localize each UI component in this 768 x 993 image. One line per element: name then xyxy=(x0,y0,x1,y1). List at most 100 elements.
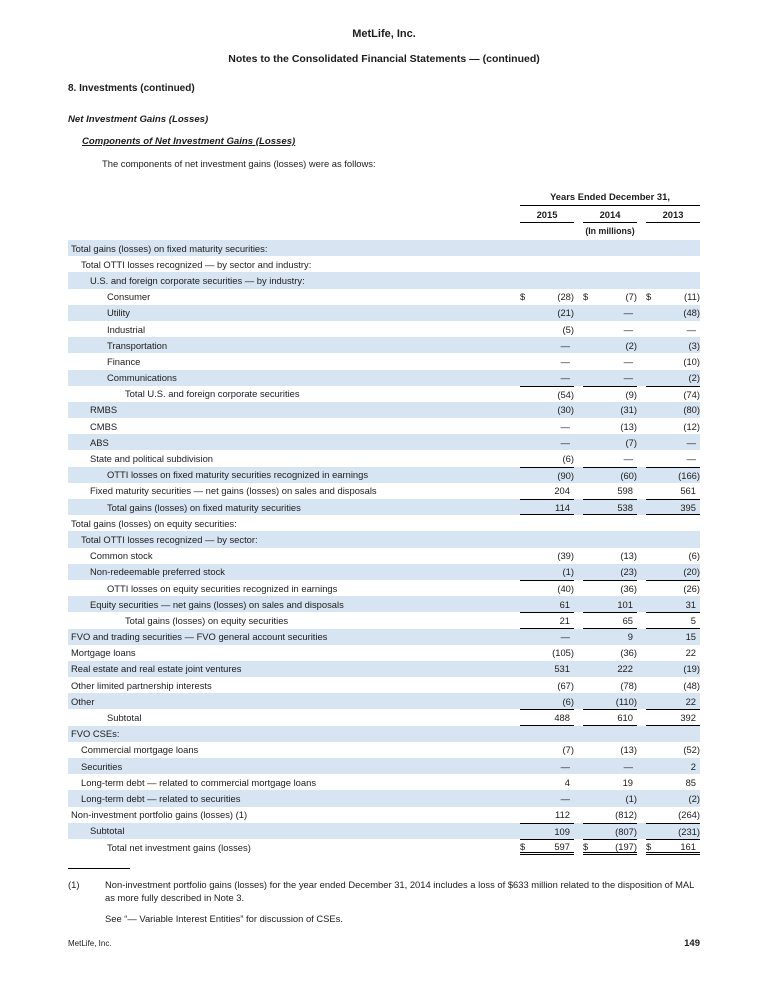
value-cell: (9) xyxy=(583,385,637,402)
table-row: Total net investment gains (losses) $597 $… xyxy=(68,838,700,856)
row-label: Subtotal xyxy=(90,825,125,837)
table-row: Subtotal 488 610 392 xyxy=(68,709,700,726)
value-cell: 561 xyxy=(646,483,700,499)
cell-value: 392 xyxy=(680,712,696,724)
cell-value: (31) xyxy=(620,404,637,416)
table-row: Total gains (losses) on fixed maturity s… xyxy=(68,240,700,257)
row-label: Long-term debt — related to securities xyxy=(81,792,241,804)
row-label: Real estate and real estate joint ventur… xyxy=(71,663,242,675)
value-cell: (74) xyxy=(646,385,700,402)
value-cell: 101 xyxy=(583,596,637,612)
value-cell: 610 xyxy=(583,709,637,726)
cell-value: (78) xyxy=(620,679,637,691)
components-heading: Components of Net Investment Gains (Loss… xyxy=(82,136,296,147)
currency-symbol: $ xyxy=(646,840,652,852)
footnote-marker: (1) xyxy=(68,879,80,891)
cell-value: (48) xyxy=(683,679,700,691)
value-cell: (2) xyxy=(583,337,637,353)
value-cell: (23) xyxy=(583,564,637,580)
table-row: Consumer $ (28) $ (7) $ (11) xyxy=(68,289,700,305)
value-cell: $ (11) xyxy=(646,289,700,305)
value-cell xyxy=(646,515,700,531)
value-cell xyxy=(583,726,637,742)
cell-value: (197) xyxy=(615,840,637,852)
cell-value: (40) xyxy=(557,583,574,595)
cell-value: (13) xyxy=(620,744,637,756)
row-label: Non-redeemable preferred stock xyxy=(90,566,225,578)
cell-value: 31 xyxy=(685,598,696,610)
value-cell: 65 xyxy=(583,612,637,629)
cell-value: (26) xyxy=(683,583,700,595)
table-row: RMBS (30) (31) (80) xyxy=(68,401,700,419)
row-label: Securities xyxy=(81,760,123,772)
row-label: Finance xyxy=(107,355,141,367)
cell-value: 85 xyxy=(685,776,696,788)
value-cell: (5) xyxy=(520,321,574,337)
cell-value: — xyxy=(560,436,570,448)
value-cell xyxy=(583,240,637,256)
cell-value: (6) xyxy=(562,453,574,465)
cell-value: (6) xyxy=(688,550,700,562)
cell-value: (80) xyxy=(683,404,700,416)
cell-value: (74) xyxy=(683,388,700,400)
cell-value: — xyxy=(686,436,696,448)
table-row: Total OTTI losses recognized — by sector… xyxy=(68,256,700,272)
cell-value: (2) xyxy=(688,792,700,804)
row-label: Transportation xyxy=(107,339,168,351)
cell-value: (20) xyxy=(683,566,700,578)
value-cell: 19 xyxy=(583,774,637,790)
row-label: Consumer xyxy=(107,291,151,303)
cell-value: 597 xyxy=(554,840,570,852)
value-cell: (39) xyxy=(520,548,574,564)
cell-value: (13) xyxy=(620,420,637,432)
value-cell: (13) xyxy=(583,742,637,758)
table-header-columns: Years Ended December 31, 2015 2014 2013 … xyxy=(520,191,700,236)
row-label: U.S. and foreign corporate securities — … xyxy=(90,274,305,286)
row-label: CMBS xyxy=(90,420,118,432)
table-row: CMBS — (13) (12) xyxy=(68,418,700,434)
see-variable-interest-entities-note: See “— Variable Interest Entities” for d… xyxy=(105,913,343,925)
row-label: Equity securities — net gains (losses) o… xyxy=(90,598,344,610)
cell-value: 114 xyxy=(555,501,570,513)
cell-value: 161 xyxy=(680,840,696,852)
cell-value: (10) xyxy=(683,355,700,367)
table-row: Real estate and real estate joint ventur… xyxy=(68,660,700,678)
table-row: OTTI losses on equity securities recogni… xyxy=(68,579,700,596)
cell-value: (13) xyxy=(620,550,637,562)
value-cell: — xyxy=(520,790,574,806)
cell-value: (39) xyxy=(557,550,574,562)
value-cell: (60) xyxy=(583,466,637,483)
value-cell: — xyxy=(646,321,700,337)
table-row: Total gains (losses) on fixed maturity s… xyxy=(68,499,700,516)
value-cell: (67) xyxy=(520,677,574,693)
cell-value: (28) xyxy=(557,291,574,303)
value-cell: — xyxy=(583,370,637,386)
cell-value: (67) xyxy=(557,679,574,691)
value-cell: 204 xyxy=(520,483,574,499)
value-cell: $ (7) xyxy=(583,289,637,305)
value-cell: $ (28) xyxy=(520,289,574,305)
table-row: State and political subdivision (6) — — xyxy=(68,450,700,466)
table-row: U.S. and foreign corporate securities — … xyxy=(68,272,700,289)
value-cell xyxy=(520,515,574,531)
cell-value: — xyxy=(560,760,570,772)
row-label: Total gains (losses) on fixed maturity s… xyxy=(107,501,301,513)
value-cell: (19) xyxy=(646,661,700,677)
years-ended-label: Years Ended December 31, xyxy=(520,191,700,206)
value-cell: — xyxy=(646,434,700,450)
cell-value: (1) xyxy=(625,792,637,804)
value-cell: — xyxy=(583,450,637,466)
value-cell: 4 xyxy=(520,774,574,790)
value-cell: (36) xyxy=(583,645,637,661)
value-cell: $597 xyxy=(520,838,574,856)
cell-value: (9) xyxy=(625,388,637,400)
value-cell: (12) xyxy=(646,418,700,434)
value-cell: $161 xyxy=(646,838,700,856)
value-cell: (6) xyxy=(646,548,700,564)
value-cell: (54) xyxy=(520,385,574,402)
cell-value: 538 xyxy=(617,501,633,513)
value-cell: — xyxy=(520,370,574,386)
cell-value: 65 xyxy=(622,614,633,626)
value-cell xyxy=(520,726,574,742)
value-cell: (231) xyxy=(646,822,700,839)
